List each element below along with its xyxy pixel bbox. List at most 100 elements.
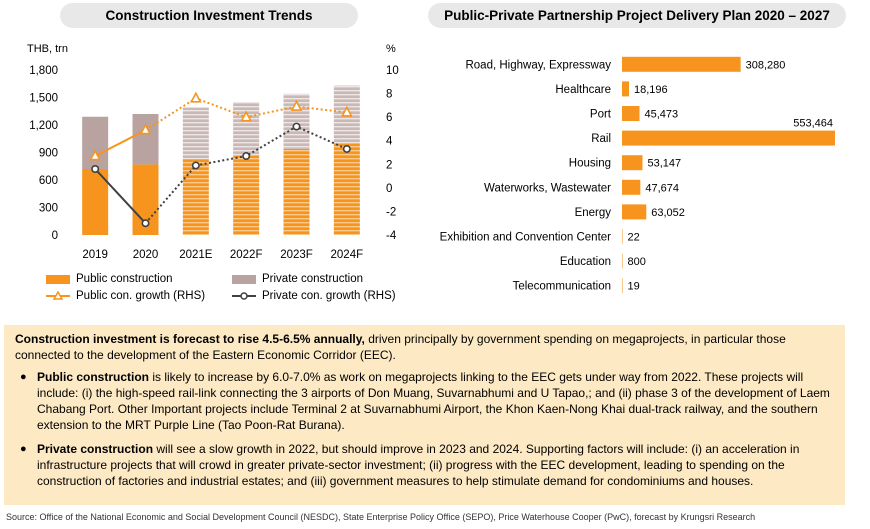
category-label: Energy [575,207,612,219]
x-tick-label: 2023F [280,249,313,261]
category-label: Rail [591,133,611,145]
bar-public-2021E [182,158,209,235]
summary-lead-bold: Construction investment is forecast to r… [15,332,365,346]
y2-tick-label: -2 [386,206,396,218]
source-note: Source: Office of the National Economic … [6,512,756,522]
bullet-private-text: will see a slow growth in 2022, but shou… [37,442,800,488]
value-label: 800 [628,256,646,268]
right-chart-title: Public-Private Partnership Project Deliv… [428,3,846,28]
public-growth-point-2019 [89,149,101,161]
public-growth-line-actual [94,129,146,157]
summary-lead-text: driven principally by government spendin… [15,332,786,362]
y-tick-label: 1,800 [29,65,58,77]
x-tick-label: 2019 [82,249,108,261]
bullet-private: Private construction will see a slow gro… [15,441,835,489]
ppp-delivery-plan-chart: Road, Highway, Expressway 308,280 Healthca… [440,56,835,294]
category-label: Port [590,109,612,121]
category-label: Road, Highway, Expressway [465,59,611,71]
x-tick-label: 2024F [331,249,364,261]
bar-healthcare [622,81,630,97]
value-label: 22 [628,232,640,244]
bar-private-2020 [132,114,159,165]
category-label: Waterworks, Wastewater [484,182,611,194]
construction-investment-chart: THB, trn % 0 300 600 900 1,200 1,500 1,800 -4 -… [27,43,399,261]
bar-road-highway-expressway [622,56,741,72]
legend-swatch-public [46,274,70,284]
category-label: Telecommunication [513,281,611,293]
bullet-public-text: is likely to increase by 6.0-7.0% as wor… [37,370,830,432]
summary-box: Construction investment is forecast to r… [4,325,845,505]
y-tick-label: 0 [52,230,58,242]
value-label: 308,280 [746,59,786,71]
bar-port [622,106,640,121]
bar-public-2019 [82,169,109,235]
legend-item-private-growth: Private con. growth (RHS) [232,290,396,302]
y2-tick-label: 10 [386,65,399,77]
y-tick-label: 600 [39,175,58,187]
summary-lead: Construction investment is forecast to r… [15,331,835,363]
summary-bullets: Public construction is likely to increas… [15,369,835,489]
bar-education [622,253,623,269]
y2-tick-label: 0 [386,183,392,195]
y-axis-label: THB, trn [27,43,68,55]
bar-private-2021E [182,107,209,159]
legend-item-private: Private construction [232,273,363,285]
x-tick-label: 2022F [230,249,263,261]
value-label: 53,147 [647,158,681,170]
bar-public-2023F [283,148,310,235]
private-growth-point-2021E [191,161,200,170]
y-tick-label: 900 [39,148,58,160]
bar-rail [622,130,835,146]
y2-tick-label: 6 [386,112,392,124]
legend-swatch-private-growth [232,292,256,300]
public-growth-point-2021E [190,91,202,103]
bar-energy [622,204,647,220]
legend-item-public-growth: Public con. growth (RHS) [46,290,205,302]
value-label: 47,674 [645,182,679,194]
public-growth-point-2023F [290,99,303,111]
bullet-public: Public construction is likely to increas… [15,369,835,433]
bar-private-2019 [82,116,109,169]
category-label: Housing [569,158,611,170]
private-growth-point-2024F [342,144,351,153]
public-growth-point-2022F [240,110,252,122]
public-growth-point-2024F [341,105,353,117]
bullet-private-bold: Private construction [37,442,154,456]
private-growth-point-2023F [292,122,301,131]
category-label: Exhibition and Convention Center [440,232,612,244]
value-label: 19 [628,281,640,293]
legend-label-public-growth: Public con. growth (RHS) [76,290,206,302]
value-label: 18,196 [634,84,668,96]
private-growth-line-actual [94,168,147,224]
category-label: Education [560,256,611,268]
legend-item-public: Public construction [46,273,173,285]
bar-exhibition-and-convention-center [622,229,623,244]
bar-public-2024F [333,143,360,235]
left-chart-legend: Public construction Private construction… [42,271,422,307]
legend-label-public: Public construction [76,273,173,285]
y-tick-label: 1,500 [29,93,58,105]
bar-private-2022F [233,102,260,156]
y2-tick-label: 4 [386,136,393,148]
private-growth-point-2022F [242,152,251,161]
legend-swatch-public-growth [46,291,70,300]
y2-axis-label: % [386,43,396,55]
y-tick-label: 300 [39,203,58,215]
bar-public-2022F [233,155,260,235]
public-growth-point-2020 [139,123,152,135]
x-tick-label: 2020 [133,249,159,261]
value-label: 553,464 [793,118,833,130]
legend-label-private: Private construction [262,273,363,285]
left-chart-title: Construction Investment Trends [60,3,358,28]
y-tick-label: 1,200 [29,120,58,132]
bar-housing [622,155,643,171]
x-tick-label: 2021E [179,249,213,261]
private-growth-point-2019 [91,165,100,174]
private-growth-point-2020 [141,219,150,228]
y2-tick-label: -4 [386,230,397,242]
y2-tick-label: 2 [386,159,392,171]
legend-swatch-private [232,274,256,284]
value-label: 63,052 [651,207,685,219]
legend-label-private-growth: Private con. growth (RHS) [262,290,396,302]
category-label: Healthcare [555,84,611,96]
